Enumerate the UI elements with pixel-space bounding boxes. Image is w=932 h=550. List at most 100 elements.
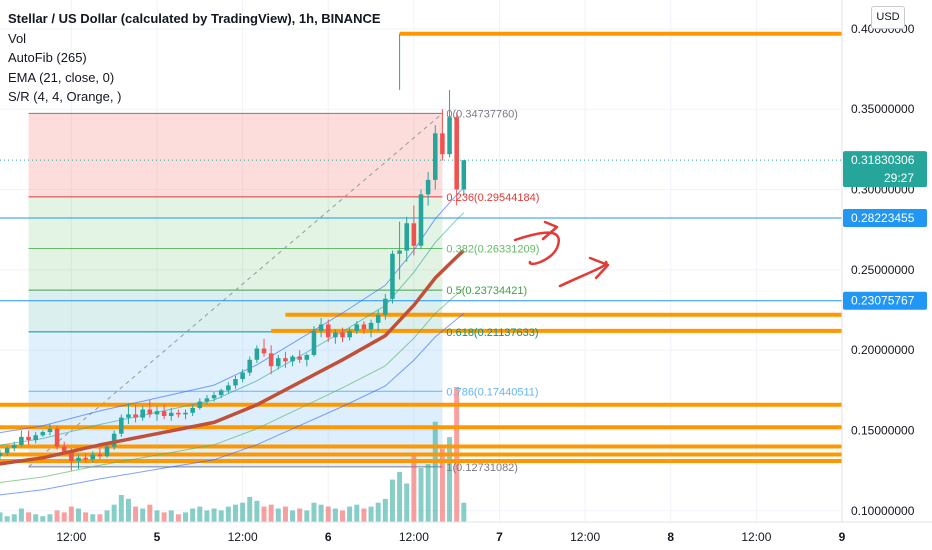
volume-bar bbox=[111, 504, 117, 522]
chart-title: Stellar / US Dollar (calculated by Tradi… bbox=[8, 11, 381, 26]
candle-body bbox=[183, 412, 188, 415]
fib-zone bbox=[28, 248, 443, 291]
fib-label: 0.236(0.29544184) bbox=[446, 192, 539, 204]
y-tick-label: 0.25000000 bbox=[851, 263, 915, 277]
volume-bar bbox=[275, 508, 281, 522]
candle-body bbox=[133, 414, 138, 418]
candle-body bbox=[347, 330, 352, 338]
sr-layer bbox=[0, 31, 842, 463]
candle-body bbox=[368, 322, 374, 330]
candle-body bbox=[411, 223, 417, 246]
volume-bar bbox=[68, 506, 74, 522]
volume-bar bbox=[61, 512, 67, 522]
fib-label: 0.618(0.21137633) bbox=[446, 327, 538, 339]
annotation-arrows bbox=[513, 220, 610, 288]
time-axis bbox=[0, 522, 932, 550]
x-tick-label: 6 bbox=[325, 530, 332, 544]
candle-body bbox=[254, 348, 260, 360]
indicator-ema[interactable]: EMA (21, close, 0) bbox=[8, 69, 115, 85]
candle-body bbox=[33, 435, 38, 441]
candle-body bbox=[261, 348, 267, 354]
volume-bar bbox=[218, 510, 224, 522]
y-tick-label: 0.35000000 bbox=[851, 102, 915, 116]
y-tick-label: 0.10000000 bbox=[851, 504, 915, 518]
volume-bar bbox=[382, 498, 388, 522]
candle-body bbox=[325, 324, 331, 338]
volume-bar bbox=[261, 506, 267, 522]
volume-bar bbox=[161, 512, 167, 522]
volume-bar bbox=[232, 504, 238, 522]
candle-body bbox=[397, 250, 402, 254]
volume-bar bbox=[0, 512, 3, 522]
volume-bar bbox=[297, 508, 303, 522]
currency-button[interactable]: USD bbox=[871, 6, 905, 29]
candle-body bbox=[83, 457, 88, 460]
envelope-band bbox=[0, 288, 465, 483]
candle-body bbox=[454, 117, 459, 190]
ema-layer bbox=[0, 249, 465, 466]
candle-body bbox=[90, 454, 96, 460]
candle-body bbox=[161, 411, 167, 416]
volume-bar bbox=[290, 510, 296, 522]
x-tick-label: 12:00 bbox=[228, 530, 258, 544]
fib-zone bbox=[28, 290, 443, 332]
price-axis bbox=[842, 0, 932, 550]
candle-body bbox=[190, 407, 195, 413]
annotation-arrowhead bbox=[588, 256, 610, 280]
volume-bar bbox=[254, 500, 260, 522]
fib-label: 0.786(0.17440511) bbox=[446, 386, 538, 398]
volume-bar bbox=[240, 502, 246, 522]
candle-body bbox=[154, 411, 160, 415]
candle-body bbox=[375, 314, 381, 323]
envelope-band bbox=[0, 313, 465, 496]
candle-body bbox=[354, 324, 360, 331]
volume-bar bbox=[282, 506, 288, 522]
fib-label: 0.382(0.26331209) bbox=[446, 243, 539, 255]
volume-bar bbox=[83, 512, 89, 522]
candle-body bbox=[233, 379, 238, 386]
candle-body bbox=[19, 436, 24, 445]
candle-body bbox=[383, 298, 388, 315]
candle-body bbox=[147, 409, 153, 415]
volume-bar bbox=[97, 514, 103, 522]
volume-bar bbox=[90, 514, 96, 522]
candle-body bbox=[218, 390, 224, 396]
candle-body bbox=[268, 353, 274, 367]
candle-body bbox=[54, 428, 60, 447]
candle-body bbox=[197, 401, 203, 408]
indicator-autofib[interactable]: AutoFib (265) bbox=[8, 50, 87, 65]
current-price-label: 0.31830306 bbox=[851, 153, 915, 167]
candle-body bbox=[126, 414, 131, 418]
volume-bar bbox=[389, 479, 395, 522]
envelope-band bbox=[0, 187, 465, 434]
candle-body bbox=[76, 457, 81, 461]
fib-label: 0.5(0.23734421) bbox=[446, 285, 527, 297]
candle-body bbox=[297, 356, 302, 360]
candle-body bbox=[418, 194, 424, 246]
indicator-vol[interactable]: Vol bbox=[8, 30, 27, 46]
candle-body bbox=[311, 330, 317, 355]
candle-body bbox=[440, 133, 445, 155]
volume-bar bbox=[361, 508, 367, 522]
candle-body bbox=[97, 454, 103, 457]
candle-body bbox=[304, 354, 310, 360]
volume-bar bbox=[354, 504, 360, 522]
volume-bar bbox=[147, 504, 153, 522]
volume-bar bbox=[40, 516, 46, 522]
volume-bar bbox=[183, 512, 189, 522]
volume-bar bbox=[268, 504, 274, 522]
volume-bar bbox=[397, 471, 403, 522]
candle-body bbox=[211, 395, 217, 399]
volume-bar bbox=[175, 514, 181, 522]
volume-bar bbox=[332, 508, 338, 522]
indicator-sr[interactable]: S/R (4, 4, Orange, ) bbox=[8, 89, 122, 104]
volume-bar bbox=[33, 514, 39, 522]
x-tick-label: 12:00 bbox=[741, 530, 771, 544]
volume-bar bbox=[140, 508, 146, 522]
x-tick-label: 5 bbox=[154, 530, 161, 544]
candle-body bbox=[40, 432, 46, 436]
volume-bar bbox=[26, 512, 32, 522]
volume-bar bbox=[225, 506, 231, 522]
